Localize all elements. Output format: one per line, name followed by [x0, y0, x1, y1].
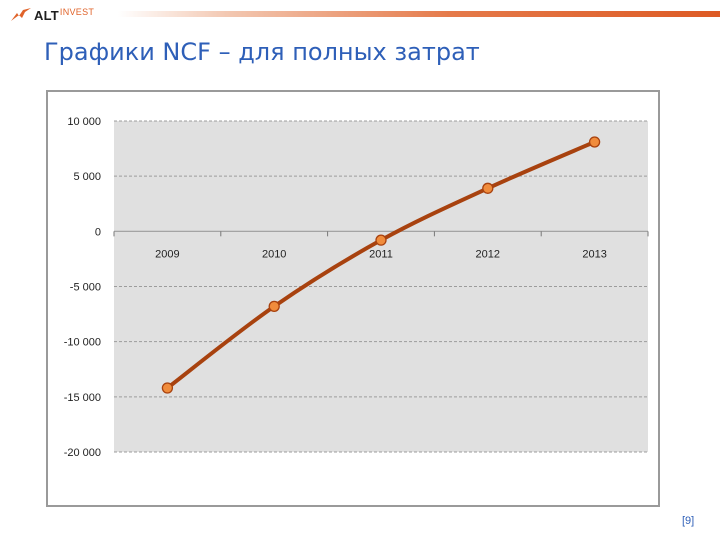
bird-icon [11, 8, 31, 21]
x-tick-label: 2010 [262, 248, 286, 260]
data-point [482, 182, 494, 194]
page-number: [9] [682, 515, 695, 527]
y-tick-label: -15 000 [64, 392, 101, 404]
ncf-line-chart: 10 000 5 000 0 -5 000 -10 000 -15 000 -20 000 2… [64, 116, 649, 459]
data-point [268, 300, 280, 313]
y-tick-label: 0 [95, 226, 101, 238]
x-tick-label: 2009 [155, 248, 179, 260]
x-tick-label: 2012 [476, 248, 500, 260]
x-tick-label: 2011 [369, 248, 393, 260]
y-tick-label: 10 000 [67, 116, 101, 128]
header-accent-bar [118, 11, 720, 17]
y-tick-label: -20 000 [64, 447, 101, 459]
brand-alt-text: ALT [34, 7, 59, 23]
chart-frame: 10 000 5 000 0 -5 000 -10 000 -15 000 -20 000 2… [46, 90, 660, 507]
data-point [588, 136, 601, 148]
brand-invest-text: INVEST [59, 7, 95, 17]
y-tick-label: -5 000 [70, 282, 101, 294]
data-point [375, 234, 387, 246]
data-point [161, 382, 174, 394]
y-tick-label: -10 000 [64, 337, 101, 349]
brand-logo: ALT INVEST [10, 6, 94, 24]
x-tick-label: 2013 [582, 248, 606, 260]
slide-title: Графики NCF – для полных затрат [44, 38, 480, 66]
y-tick-label: 5 000 [73, 171, 101, 183]
